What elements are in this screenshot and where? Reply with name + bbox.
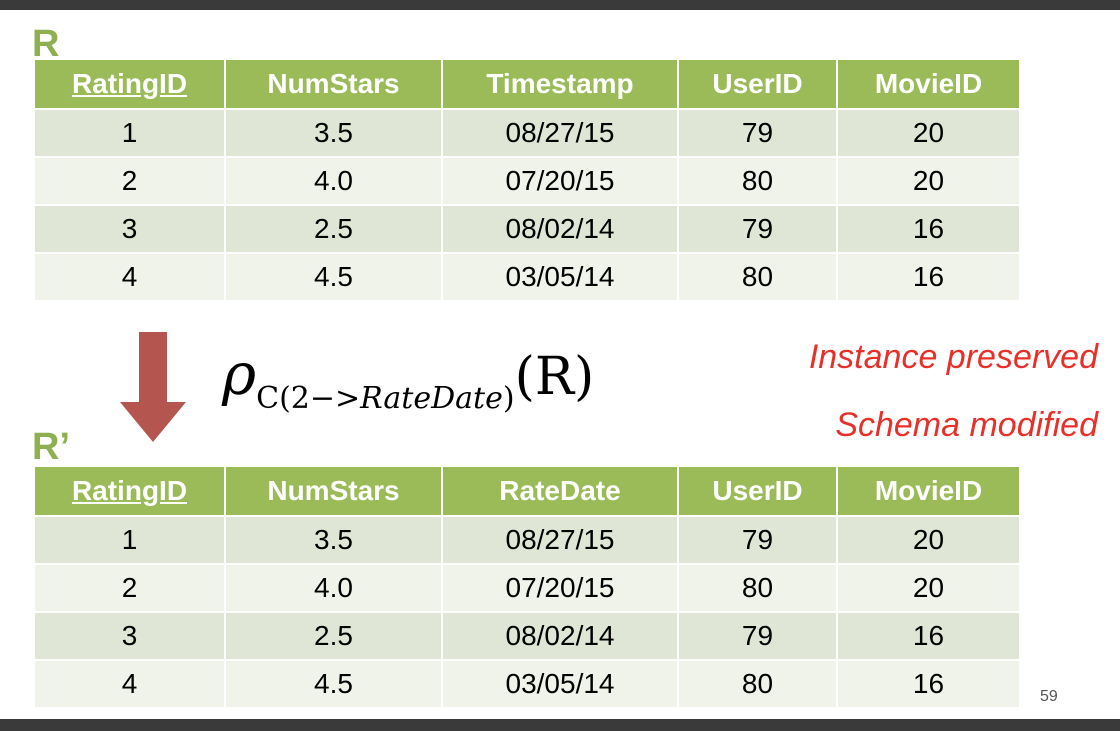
relation-r-table: RatingID NumStars Timestamp UserID Movie… xyxy=(33,58,1021,302)
cell-numstars: 3.5 xyxy=(224,515,443,565)
cell-numstars: 4.0 xyxy=(224,156,443,206)
cell-numstars: 2.5 xyxy=(224,611,443,661)
relation-r-label: R xyxy=(32,23,60,65)
column-header-userid: UserID xyxy=(677,58,838,110)
cell-userid: 80 xyxy=(677,563,838,613)
cell-ratingid: 1 xyxy=(33,108,226,158)
cell-numstars: 4.5 xyxy=(224,659,443,709)
cell-userid: 79 xyxy=(677,515,838,565)
relation-r-prime-label: R’ xyxy=(32,426,70,468)
table-header-row: RatingID NumStars Timestamp UserID Movie… xyxy=(33,58,1021,110)
cell-userid: 79 xyxy=(677,204,838,254)
column-header-movieid: MovieID xyxy=(836,58,1021,110)
cell-movieid: 16 xyxy=(836,204,1021,254)
subscript-suffix: ) xyxy=(502,381,515,416)
cell-movieid: 20 xyxy=(836,515,1021,565)
cell-movieid: 16 xyxy=(836,659,1021,709)
cell-userid: 80 xyxy=(677,156,838,206)
table-row: 3 2.5 08/02/14 79 16 xyxy=(33,204,1021,254)
cell-timestamp: 03/05/14 xyxy=(441,252,679,302)
table-row: 2 4.0 07/20/15 80 20 xyxy=(33,156,1021,206)
cell-userid: 80 xyxy=(677,252,838,302)
column-header-movieid: MovieID xyxy=(836,465,1021,517)
cell-userid: 79 xyxy=(677,611,838,661)
schema-note: Schema modified xyxy=(835,406,1098,444)
cell-ratingid: 4 xyxy=(33,252,226,302)
cell-timestamp: 07/20/15 xyxy=(441,156,679,206)
formula-argument: (R) xyxy=(514,347,595,407)
cell-movieid: 20 xyxy=(836,156,1021,206)
table-row: 4 4.5 03/05/14 80 16 xyxy=(33,252,1021,302)
cell-ratingid: 2 xyxy=(33,563,226,613)
cell-ratedate: 08/27/15 xyxy=(441,515,679,565)
cell-numstars: 2.5 xyxy=(224,204,443,254)
cell-movieid: 16 xyxy=(836,252,1021,302)
subscript-new-name: RateDate xyxy=(360,381,503,416)
table-header-row: RatingID NumStars RateDate UserID MovieI… xyxy=(33,465,1021,517)
cell-ratingid: 2 xyxy=(33,156,226,206)
cell-ratedate: 07/20/15 xyxy=(441,563,679,613)
column-header-ratingid: RatingID xyxy=(33,58,226,110)
cell-userid: 79 xyxy=(677,108,838,158)
page-number: 59 xyxy=(1040,688,1058,705)
cell-userid: 80 xyxy=(677,659,838,709)
formula-subscript: C(2−>RateDate) xyxy=(256,381,514,416)
rename-formula: ρC(2−>RateDate)(R) xyxy=(222,340,594,420)
rho-symbol: ρ xyxy=(222,340,257,408)
table-row: 4 4.5 03/05/14 80 16 xyxy=(33,659,1021,709)
column-header-userid: UserID xyxy=(677,465,838,517)
cell-ratedate: 08/02/14 xyxy=(441,611,679,661)
table-row: 3 2.5 08/02/14 79 16 xyxy=(33,611,1021,661)
down-arrow-icon xyxy=(120,332,186,442)
cell-timestamp: 08/27/15 xyxy=(441,108,679,158)
slide: R RatingID NumStars Timestamp UserID Mov… xyxy=(0,10,1120,719)
cell-ratingid: 1 xyxy=(33,515,226,565)
cell-numstars: 3.5 xyxy=(224,108,443,158)
table-row: 1 3.5 08/27/15 79 20 xyxy=(33,515,1021,565)
column-header-ratingid: RatingID xyxy=(33,465,226,517)
instance-note: Instance preserved xyxy=(808,338,1098,376)
cell-ratingid: 4 xyxy=(33,659,226,709)
subscript-prefix: C(2−> xyxy=(256,381,361,416)
column-header-numstars: NumStars xyxy=(224,58,443,110)
relation-r-prime-table: RatingID NumStars RateDate UserID MovieI… xyxy=(33,465,1021,709)
column-header-ratedate: RateDate xyxy=(441,465,679,517)
table-row: 2 4.0 07/20/15 80 20 xyxy=(33,563,1021,613)
cell-movieid: 20 xyxy=(836,108,1021,158)
cell-ratingid: 3 xyxy=(33,204,226,254)
table-row: 1 3.5 08/27/15 79 20 xyxy=(33,108,1021,158)
cell-numstars: 4.5 xyxy=(224,252,443,302)
cell-movieid: 16 xyxy=(836,611,1021,661)
bottom-bar xyxy=(0,719,1120,731)
top-bar xyxy=(0,0,1120,10)
cell-timestamp: 08/02/14 xyxy=(441,204,679,254)
cell-numstars: 4.0 xyxy=(224,563,443,613)
cell-ratedate: 03/05/14 xyxy=(441,659,679,709)
column-header-numstars: NumStars xyxy=(224,465,443,517)
cell-movieid: 20 xyxy=(836,563,1021,613)
cell-ratingid: 3 xyxy=(33,611,226,661)
column-header-timestamp: Timestamp xyxy=(441,58,679,110)
